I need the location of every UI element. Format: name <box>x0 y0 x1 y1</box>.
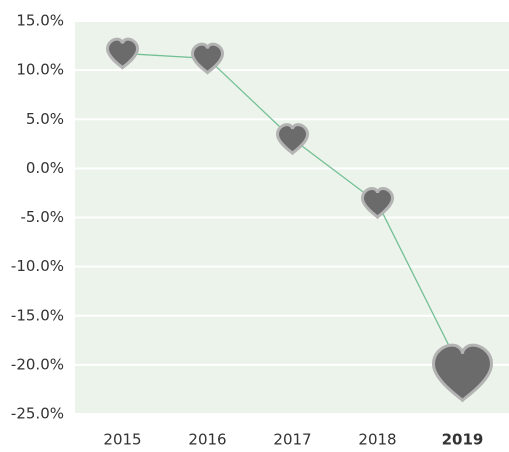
heart-marker <box>275 123 310 156</box>
x-tick-label: 2016 <box>188 431 226 449</box>
heart-marker <box>432 343 493 403</box>
y-tick-label: 15.0% <box>16 12 64 30</box>
x-tick-label: 2019 <box>442 431 484 449</box>
y-tick-label: -5.0% <box>20 208 64 226</box>
x-tick-label: 2017 <box>273 431 311 449</box>
y-tick-label: 0.0% <box>26 159 64 177</box>
x-tick-label: 2018 <box>358 431 396 449</box>
y-tick-label: -10.0% <box>11 257 64 275</box>
x-tick-label: 2015 <box>103 431 141 449</box>
heart-marker <box>360 187 395 220</box>
y-tick-label: -20.0% <box>11 355 64 373</box>
y-tick-label: 5.0% <box>26 110 64 128</box>
y-tick-label: -15.0% <box>11 306 64 324</box>
heart-marker <box>105 37 140 70</box>
heart-marker <box>190 42 225 75</box>
y-tick-label: -25.0% <box>11 405 64 423</box>
y-tick-label: 10.0% <box>16 61 64 79</box>
